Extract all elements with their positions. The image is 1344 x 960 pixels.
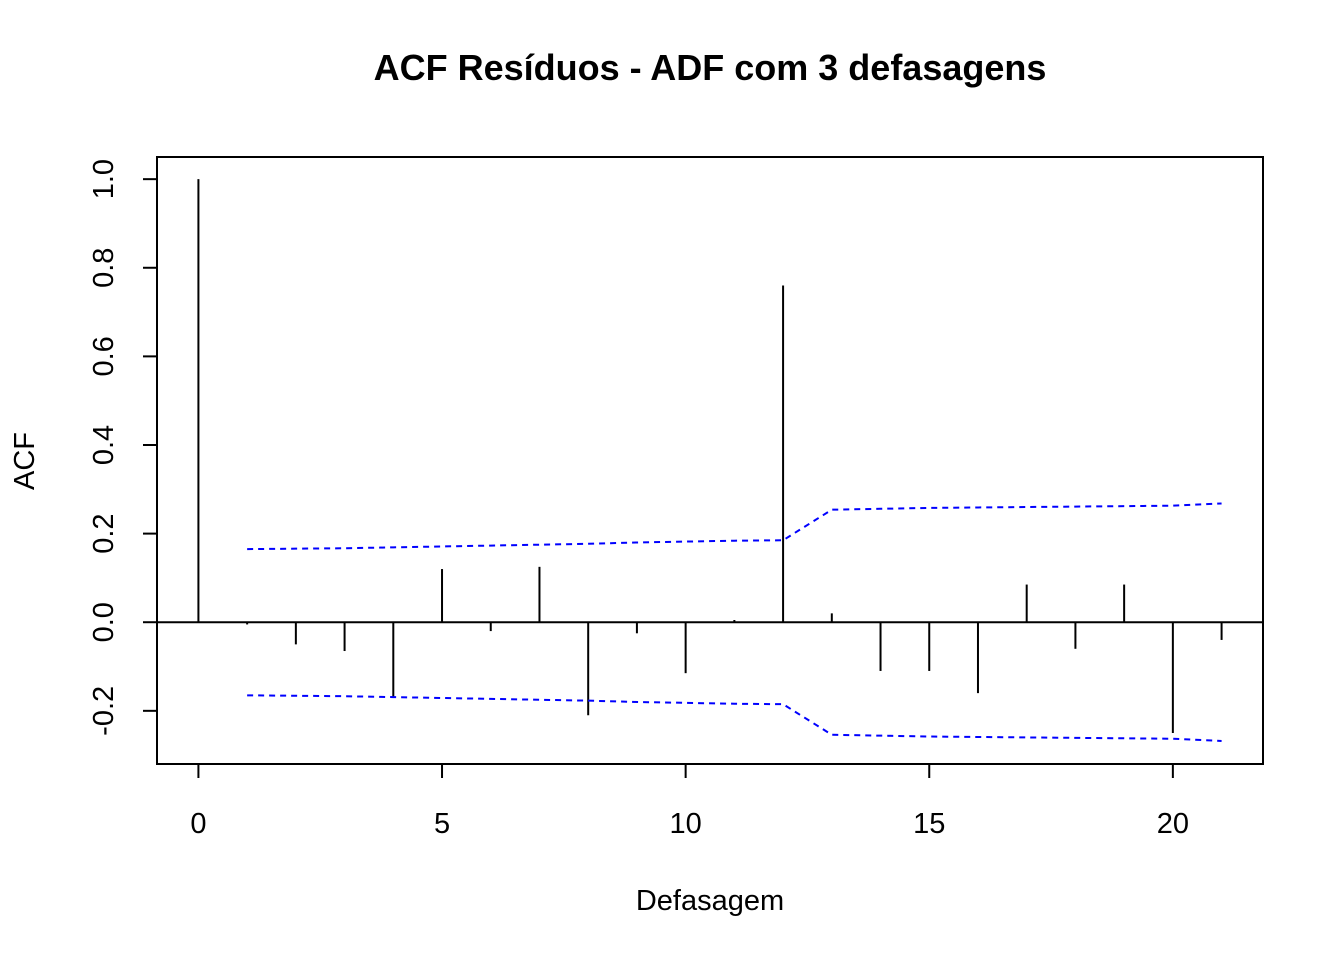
- y-tick-label: 1.0: [88, 159, 120, 199]
- x-tick-label: 20: [1157, 808, 1189, 840]
- y-axis-label: ACF: [9, 432, 41, 490]
- upper-confidence-band: [247, 502, 1222, 551]
- acf-bars: [197, 179, 1223, 733]
- y-axis: -0.2 0.0 0.2 0.4 0.6 0.8 1.0: [88, 159, 157, 736]
- confidence-bands: [247, 502, 1222, 742]
- plot-frame: [156, 156, 1264, 765]
- x-tick-label: 0: [190, 808, 206, 840]
- x-tick-label: 5: [434, 808, 450, 840]
- y-tick-label: 0.6: [88, 336, 120, 376]
- y-tick-label: 0.8: [88, 248, 120, 288]
- x-axis: 0 5 10 15 20: [190, 764, 1189, 840]
- y-tick-label: 0.4: [88, 425, 120, 465]
- y-tick-label: 0.0: [88, 602, 120, 642]
- y-tick-label: 0.2: [88, 513, 120, 553]
- x-axis-label: Defasagem: [636, 885, 784, 917]
- y-tick-label: -0.2: [88, 686, 120, 736]
- x-tick-label: 10: [670, 808, 702, 840]
- x-tick-label: 15: [913, 808, 945, 840]
- lower-confidence-band: [247, 694, 1222, 742]
- chart-title: ACF Resíduos - ADF com 3 defasagens: [374, 47, 1047, 88]
